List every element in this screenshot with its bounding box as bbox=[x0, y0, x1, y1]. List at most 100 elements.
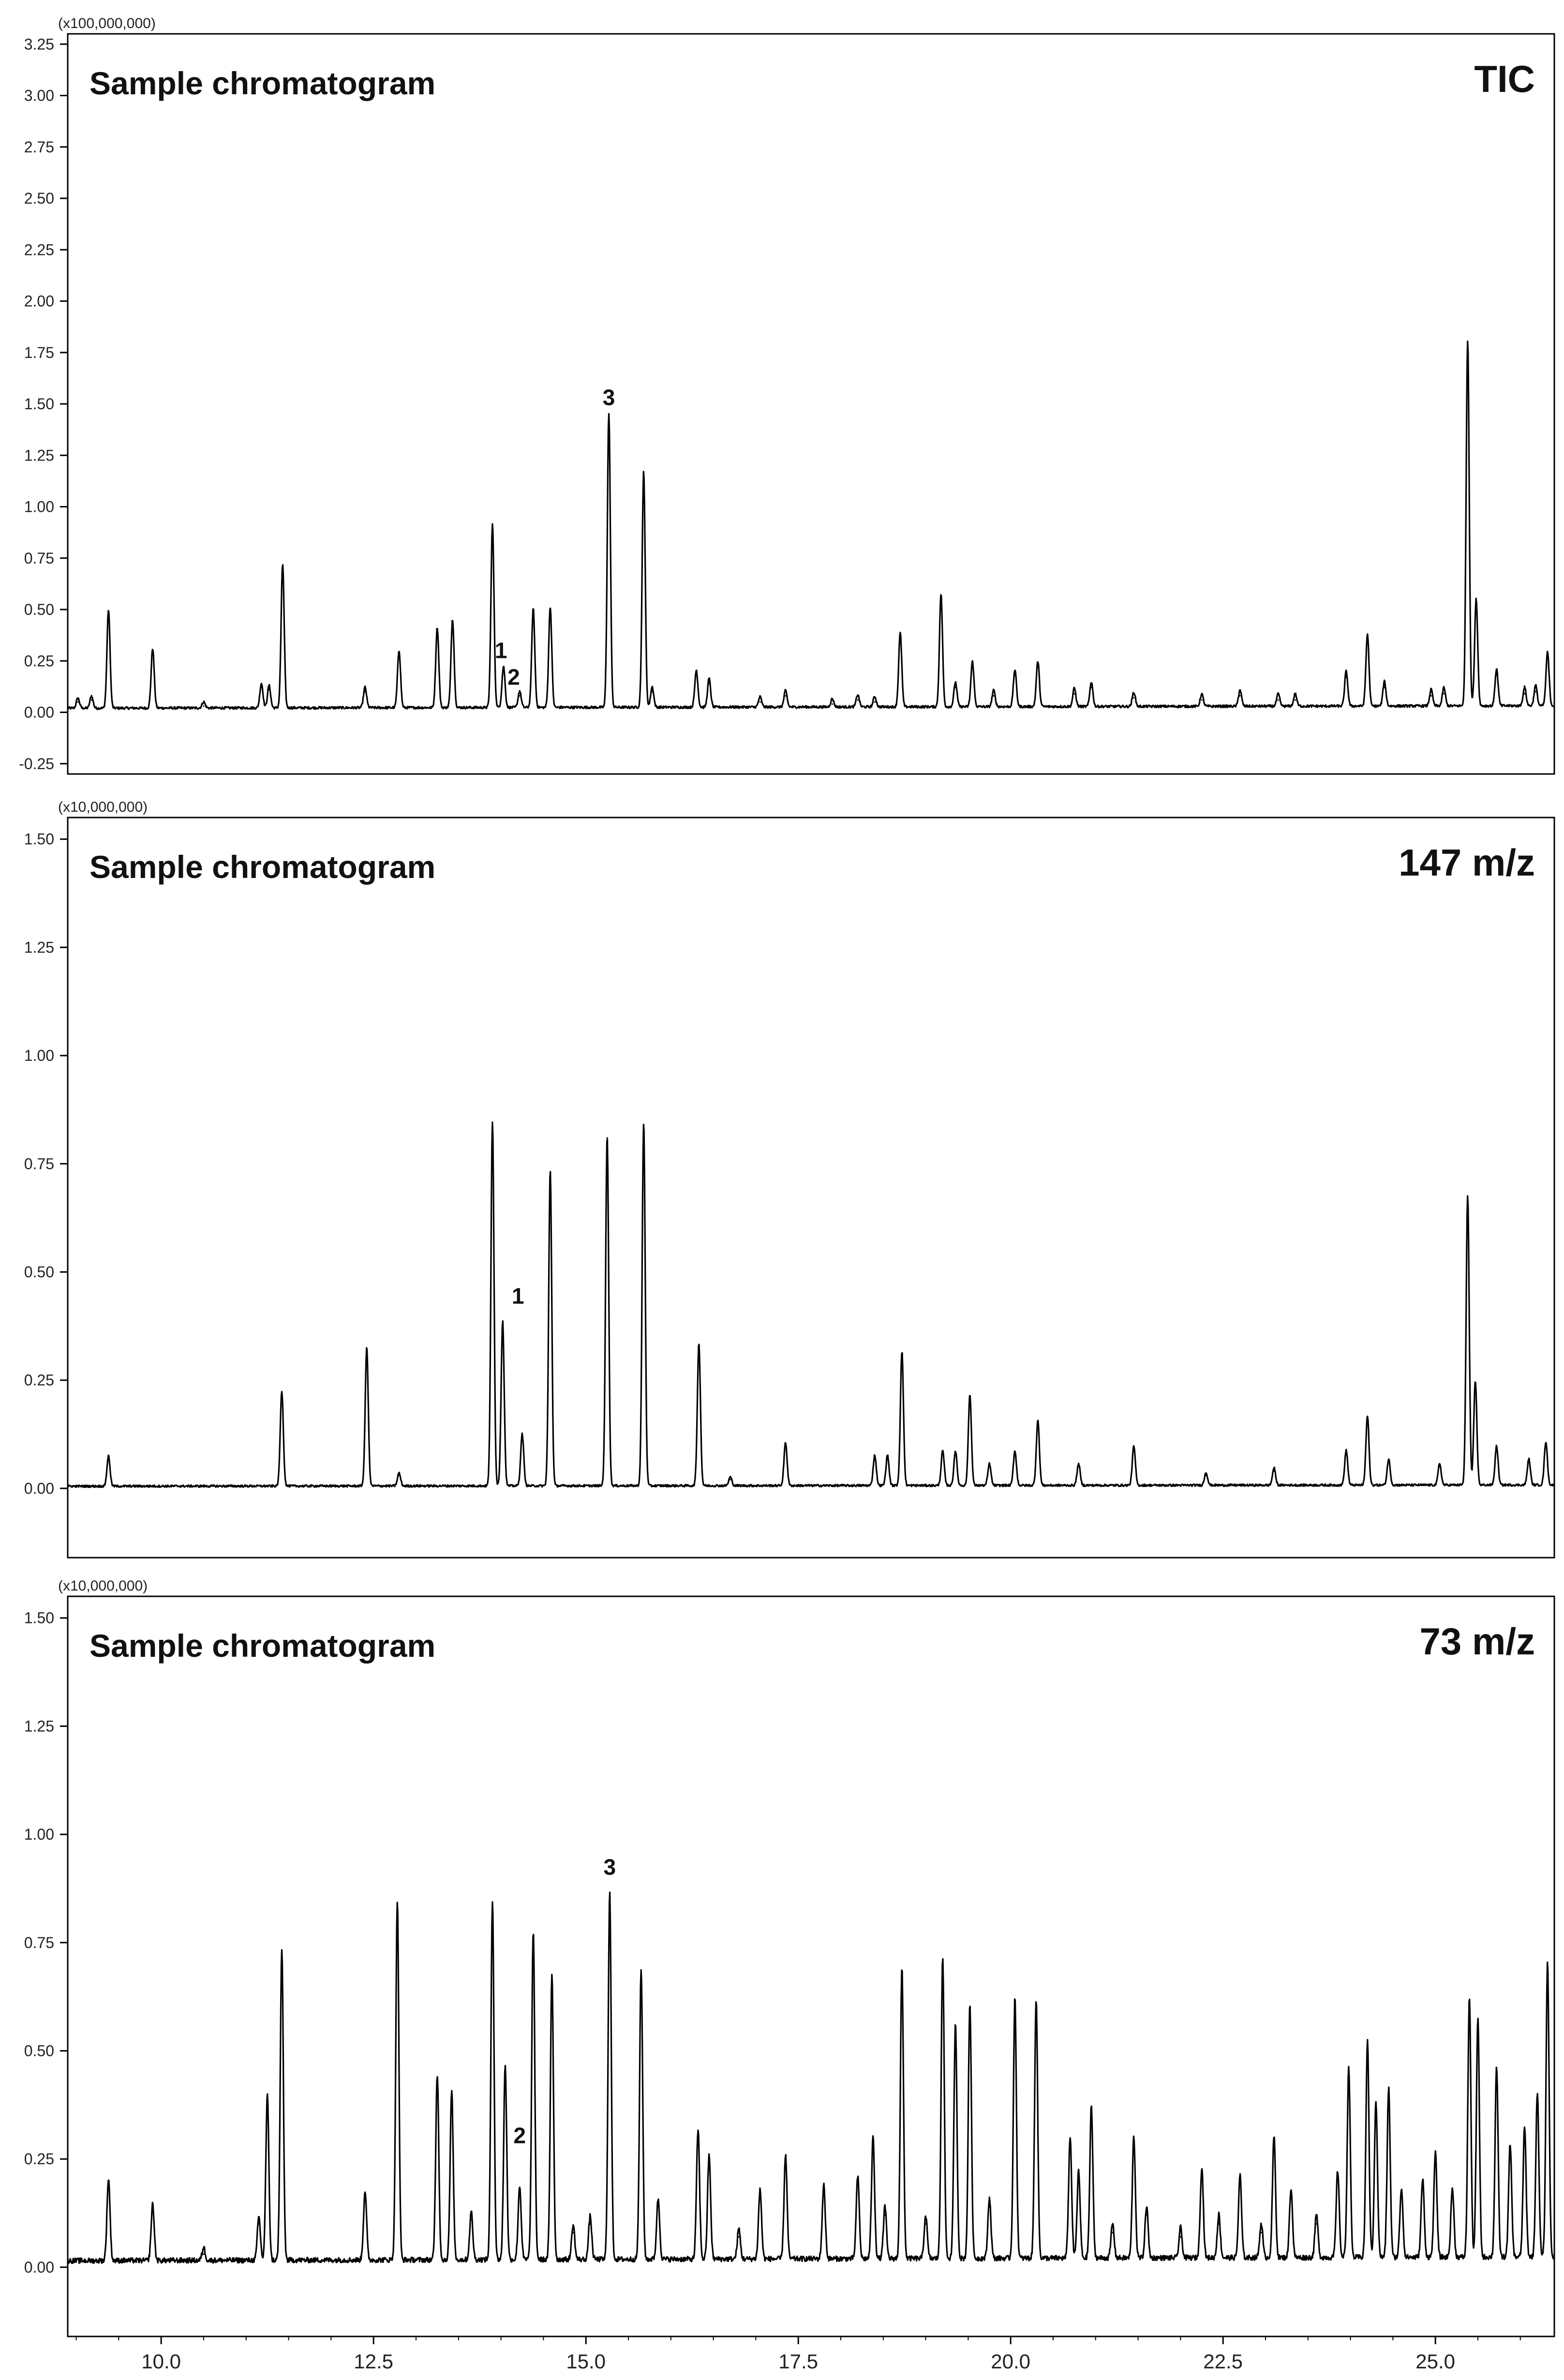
peak-apex bbox=[1524, 693, 1526, 695]
peak-apex bbox=[708, 2162, 710, 2164]
peak-apex bbox=[1201, 699, 1203, 701]
peak-apex bbox=[203, 705, 205, 707]
peak-apex bbox=[759, 2197, 761, 2199]
y-tick-label: 2.50 bbox=[24, 190, 54, 207]
peak-apex bbox=[519, 695, 521, 697]
peak-apex bbox=[1294, 699, 1296, 701]
y-tick-label: 1.00 bbox=[24, 498, 54, 516]
peak-apex bbox=[1375, 2111, 1377, 2112]
peak-apex bbox=[708, 683, 710, 684]
peak-apex bbox=[695, 674, 697, 676]
peak-apex bbox=[657, 2206, 659, 2208]
peak-apex bbox=[1273, 2145, 1275, 2147]
peak-apex bbox=[606, 1137, 608, 1139]
chromatogram-trace bbox=[67, 1891, 1555, 2264]
peak-apex bbox=[901, 1353, 903, 1355]
peak-apex bbox=[90, 699, 92, 701]
peak-apex bbox=[551, 1980, 553, 1982]
peak-apex bbox=[502, 1323, 504, 1325]
peak-apex bbox=[1496, 674, 1498, 676]
peak-apex bbox=[1528, 1461, 1530, 1463]
peak-apex bbox=[942, 1964, 944, 1965]
peak-apex bbox=[609, 1898, 611, 1900]
y-tick-label: 0.75 bbox=[24, 1155, 54, 1173]
peak-apex bbox=[1078, 1466, 1080, 1468]
peak-apex bbox=[954, 1453, 956, 1455]
peak-apex bbox=[1367, 640, 1369, 641]
plot-frame bbox=[67, 817, 1555, 1559]
peak-apex bbox=[901, 1976, 903, 1978]
peak-apex bbox=[899, 638, 901, 639]
peak-apex bbox=[942, 1453, 944, 1455]
peak-apex bbox=[364, 691, 366, 693]
peak-apex bbox=[1337, 2180, 1339, 2182]
peak-apex bbox=[1547, 1972, 1549, 1974]
y-tick-label: 0.25 bbox=[24, 652, 54, 669]
peak-apex bbox=[759, 701, 761, 703]
peak-apex bbox=[1388, 1461, 1390, 1463]
peak-apex bbox=[1218, 2223, 1220, 2225]
peak-apex bbox=[1035, 2007, 1037, 2008]
peak-apex bbox=[203, 2253, 205, 2255]
chart-trace-label: TIC bbox=[1474, 58, 1535, 100]
x-tick-label: 17.5 bbox=[778, 2350, 818, 2373]
peak-apex bbox=[785, 2162, 787, 2164]
peak-apex bbox=[640, 1976, 642, 1978]
chart-panel-1: (x100,000,000)3.25 3.00 2.75 2.50 2.25 2.00 1.… bbox=[19, 15, 1555, 775]
peak-apex bbox=[1277, 699, 1279, 701]
peak-apex bbox=[152, 652, 154, 654]
peak-apex bbox=[608, 417, 610, 419]
peak-apex bbox=[1345, 1453, 1347, 1455]
peak-apex bbox=[1451, 2197, 1453, 2199]
plot-frame bbox=[67, 1595, 1555, 2337]
peak-apex bbox=[282, 567, 283, 569]
x-tick-label: 12.5 bbox=[354, 2350, 393, 2373]
peak-annotation: 3 bbox=[603, 385, 615, 410]
peak-apex bbox=[1524, 2136, 1526, 2138]
peak-apex bbox=[1388, 2097, 1390, 2099]
peak-apex bbox=[1273, 1470, 1275, 1472]
peak-apex bbox=[887, 1457, 889, 1459]
peak-apex bbox=[785, 1444, 787, 1446]
y-tick-label: 0.25 bbox=[24, 2150, 54, 2168]
peak-apex bbox=[954, 2033, 956, 2035]
peak-annotation: 2 bbox=[513, 2123, 526, 2148]
peak-apex bbox=[1345, 676, 1347, 678]
peak-apex bbox=[1201, 2175, 1203, 2177]
peak-apex bbox=[1260, 2231, 1262, 2233]
peak-apex bbox=[969, 1397, 971, 1398]
peak-apex bbox=[268, 689, 270, 691]
peak-apex bbox=[1467, 345, 1469, 347]
peak-apex bbox=[532, 1937, 534, 1939]
y-tick-label: 1.25 bbox=[24, 1717, 54, 1735]
peak-apex bbox=[884, 2214, 886, 2216]
peak-apex bbox=[1133, 697, 1135, 699]
peak-apex bbox=[1509, 2154, 1511, 2156]
chromatogram-trace bbox=[67, 340, 1555, 711]
peak-annotation: 2 bbox=[507, 665, 520, 690]
peak-apex bbox=[589, 2223, 591, 2225]
peak-apex bbox=[436, 631, 438, 633]
y-multiplier-label: (x10,000,000) bbox=[58, 799, 148, 815]
peak-apex bbox=[451, 623, 453, 625]
peak-apex bbox=[1090, 2115, 1092, 2117]
peak-apex bbox=[492, 1907, 493, 1909]
peak-apex bbox=[396, 1907, 398, 1909]
peak-apex bbox=[988, 2206, 990, 2208]
peak-apex bbox=[1547, 658, 1549, 660]
peak-apex bbox=[1475, 605, 1477, 606]
peak-apex bbox=[738, 2236, 740, 2238]
peak-apex bbox=[1536, 2102, 1538, 2104]
peak-apex bbox=[857, 2184, 859, 2186]
peak-marks bbox=[107, 1898, 1549, 2255]
peak-apex bbox=[1422, 2188, 1424, 2190]
peak-apex bbox=[267, 2102, 268, 2104]
peak-apex bbox=[521, 1435, 523, 1437]
peak-apex bbox=[260, 687, 262, 688]
peak-apex bbox=[398, 1474, 400, 1476]
peak-apex bbox=[1496, 1448, 1498, 1450]
peak-apex bbox=[1430, 695, 1432, 697]
y-multiplier-label: (x10,000,000) bbox=[58, 1578, 148, 1594]
peak-apex bbox=[258, 2223, 260, 2225]
peak-apex bbox=[1434, 2162, 1436, 2164]
